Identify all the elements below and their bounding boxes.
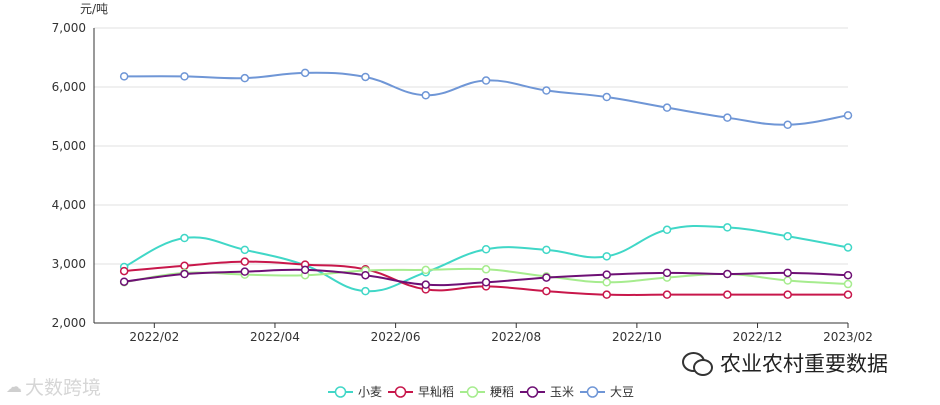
y-tick-label: 4,000	[52, 198, 86, 212]
watermark-right: 农业农村重要数据	[682, 348, 888, 378]
cloud-logo-icon: ☁	[6, 377, 22, 396]
y-tick-label: 2,000	[52, 316, 86, 330]
watermark-right-text: 农业农村重要数据	[720, 352, 888, 376]
data-point	[783, 290, 792, 299]
legend-item[interactable]: 小麦	[328, 385, 382, 399]
data-point	[783, 268, 792, 278]
axes: 2,000 3,000 4,000 5,000 6,000 7,000 2022/02 202…	[52, 21, 873, 344]
data-point	[421, 265, 431, 275]
data-point	[119, 266, 129, 276]
legend-swatch-marker	[334, 386, 347, 398]
data-point	[602, 270, 611, 279]
data-point	[602, 92, 611, 102]
x-tick-label: 2022/12	[733, 330, 783, 344]
legend-swatch-marker	[586, 386, 599, 398]
legend-item[interactable]: 玉米	[520, 385, 574, 399]
data-point	[361, 270, 370, 280]
data-point	[180, 269, 189, 279]
data-point	[542, 273, 551, 282]
data-point	[843, 111, 853, 120]
legend-item[interactable]: 粳稻	[460, 385, 514, 399]
data-point	[843, 243, 853, 252]
data-point	[783, 120, 792, 130]
data-point	[662, 225, 672, 235]
x-tick-label: 2023/02	[823, 330, 873, 344]
y-axis-unit-label: 元/吨	[80, 2, 109, 16]
data-point	[662, 290, 672, 299]
x-tick-label: 2022/06	[371, 330, 421, 344]
data-point	[602, 252, 611, 261]
data-point	[300, 68, 310, 78]
data-point	[180, 261, 189, 271]
data-point	[783, 232, 792, 241]
data-point	[361, 286, 370, 296]
legend-swatch-marker	[526, 386, 539, 398]
x-tick-label: 2022/02	[129, 330, 179, 344]
data-point	[119, 277, 129, 286]
data-point	[783, 276, 792, 285]
y-tick-label: 7,000	[52, 21, 86, 35]
legend-label: 早籼稻	[418, 385, 454, 399]
data-point	[843, 279, 853, 289]
data-point	[481, 76, 491, 85]
wechat-icon	[682, 350, 713, 376]
data-point	[602, 290, 611, 299]
data-point	[542, 86, 551, 95]
y-tick-label: 3,000	[52, 257, 86, 271]
data-point	[542, 245, 551, 255]
legend-item[interactable]: 早籼稻	[388, 385, 454, 399]
data-point	[602, 278, 611, 287]
y-tick-label: 5,000	[52, 139, 86, 153]
grid-lines	[94, 27, 848, 265]
data-point	[180, 72, 189, 81]
data-point	[240, 267, 250, 276]
data-point	[481, 265, 491, 274]
data-point	[723, 113, 732, 122]
watermark-left: ☁ 大数跨境	[6, 373, 101, 400]
data-point	[361, 72, 370, 82]
legend[interactable]: 小麦 早籼稻 粳稻 玉米 大豆	[328, 385, 634, 399]
data-point	[662, 268, 672, 278]
legend-label: 小麦	[358, 385, 382, 399]
data-point	[662, 103, 672, 112]
x-tick-label: 2022/10	[612, 330, 662, 344]
data-point	[180, 233, 189, 243]
data-point	[240, 73, 250, 83]
data-point	[843, 290, 853, 299]
data-point	[421, 91, 431, 100]
data-point	[119, 72, 129, 81]
legend-swatch-marker	[394, 386, 407, 398]
data-point	[723, 290, 732, 299]
data-point	[481, 245, 491, 254]
legend-label: 大豆	[610, 385, 634, 399]
series-lines	[119, 68, 853, 299]
data-point	[542, 286, 551, 296]
data-point	[421, 280, 431, 289]
data-point	[723, 223, 732, 232]
legend-item[interactable]: 大豆	[580, 385, 634, 399]
x-tick-label: 2022/08	[491, 330, 541, 344]
legend-swatch-marker	[466, 386, 479, 398]
watermark-left-text: 大数跨境	[25, 377, 102, 399]
data-point	[843, 270, 853, 280]
data-point	[240, 245, 250, 255]
legend-label: 玉米	[550, 385, 574, 399]
data-point	[723, 269, 732, 279]
data-point	[240, 257, 250, 266]
data-point	[481, 278, 491, 287]
legend-label: 粳稻	[490, 385, 514, 399]
x-tick-label: 2022/04	[250, 330, 300, 344]
y-tick-label: 6,000	[52, 80, 86, 94]
data-point	[300, 265, 310, 275]
